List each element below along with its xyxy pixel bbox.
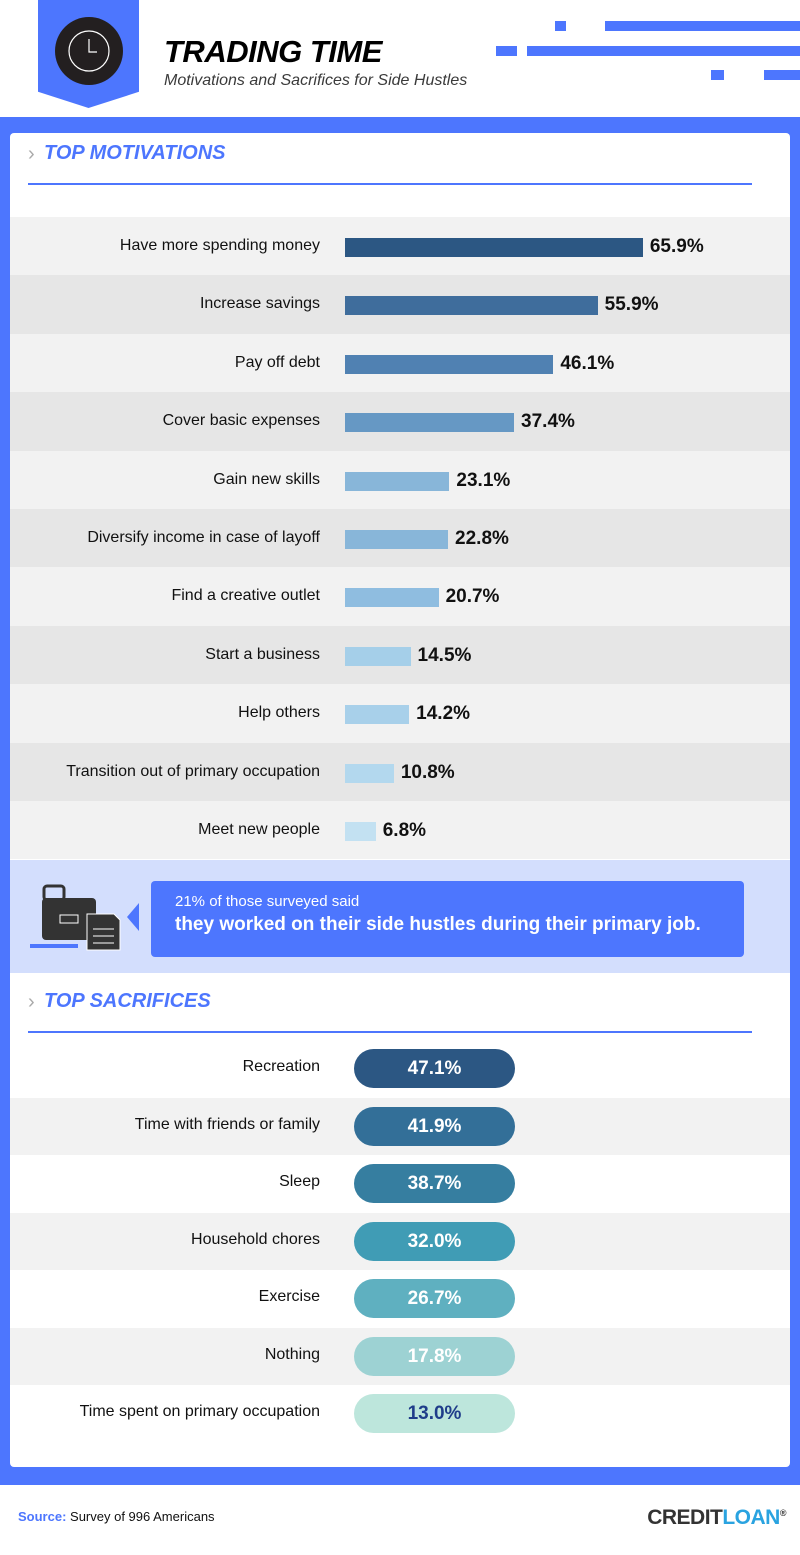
value-label: 46.1% <box>560 352 615 374</box>
value-pill: 38.7% <box>354 1164 515 1203</box>
sacrifice-row: Time spent on primary occupation 13.0% <box>10 1385 790 1443</box>
category-label: Diversify income in case of layoff <box>87 529 320 546</box>
category-label: Sleep <box>279 1173 320 1190</box>
motivation-row: Gain new skills 23.1% <box>10 450 790 509</box>
value-label: 14.2% <box>416 703 471 725</box>
section-title: TOP SACRIFICES <box>44 990 211 1012</box>
clock-icon <box>55 17 123 85</box>
briefcase-icon <box>30 884 121 951</box>
source-label: Source: <box>18 1509 67 1524</box>
value-label: 6.8% <box>382 820 427 841</box>
motivation-row: Transition out of primary occupation 10.… <box>10 742 790 801</box>
category-label: Exercise <box>258 1288 320 1305</box>
category-label: Gain new skills <box>213 470 320 488</box>
page-title: TRADING TIME <box>164 34 382 69</box>
decor-bar <box>605 21 800 31</box>
category-label: Time with friends or family <box>134 1115 320 1133</box>
chevron-right-icon: › <box>28 143 35 165</box>
bar <box>345 238 643 257</box>
category-label: Time spent on primary occupation <box>79 1403 320 1420</box>
category-label: Cover basic expenses <box>162 412 320 430</box>
motivation-row: Help others 14.2% <box>10 684 790 743</box>
value-pill: 41.9% <box>354 1106 515 1146</box>
sacrifice-row: Time with friends or family 41.9% <box>10 1097 790 1155</box>
sacrifice-row: Sleep 38.7% <box>10 1155 790 1213</box>
bar <box>345 646 411 666</box>
category-label: Transition out of primary occupation <box>66 762 320 780</box>
category-label: Recreation <box>242 1058 320 1075</box>
callout-line-2: they worked on their side hustles during… <box>175 914 701 935</box>
decor-bar <box>555 21 566 31</box>
bar <box>345 354 554 374</box>
category-label: Nothing <box>264 1345 320 1363</box>
category-label: Pay off debt <box>234 353 320 371</box>
value-label: 55.9% <box>604 294 659 316</box>
value-label: 20.7% <box>445 586 500 608</box>
bar <box>345 822 376 841</box>
category-label: Start a business <box>205 645 320 663</box>
callout-line-1: 21% of those surveyed said <box>175 893 360 910</box>
motivation-row: Cover basic expenses 37.4% <box>10 392 790 451</box>
callout-bubble: 21% of those surveyed said they worked o… <box>127 881 744 957</box>
value-label: 23.1% <box>456 469 511 491</box>
motivation-row: Meet new people 6.8% <box>10 801 790 860</box>
category-label: Find a creative outlet <box>171 587 320 605</box>
motivation-row: Increase savings 55.9% <box>10 275 790 334</box>
sacrifice-row: Nothing 17.8% <box>10 1327 790 1385</box>
bar <box>345 413 515 433</box>
source-note: Source: Survey of 996 Americans <box>18 1509 215 1524</box>
value-pill: 32.0% <box>354 1221 515 1261</box>
motivation-row: Diversify income in case of layoff 22.8% <box>10 509 790 568</box>
bar <box>345 296 598 316</box>
decor-bar <box>764 70 800 80</box>
sacrifice-row: Recreation 47.1% <box>10 1040 790 1098</box>
page-subtitle: Motivations and Sacrifices for Side Hust… <box>164 72 468 89</box>
category-label: Meet new people <box>198 821 320 838</box>
value-label: 22.8% <box>455 528 509 549</box>
bar <box>345 471 450 491</box>
value-pill: 47.1% <box>354 1049 515 1088</box>
motivation-row: Find a creative outlet 20.7% <box>10 567 790 626</box>
sacrifice-row: Exercise 26.7% <box>10 1270 790 1328</box>
category-label: Have more spending money <box>119 237 320 254</box>
section-header-sacrifices: › TOP SACRIFICES <box>28 981 752 1033</box>
motivation-row: Start a business 14.5% <box>10 625 790 685</box>
bar <box>345 588 439 608</box>
category-label: Increase savings <box>199 295 320 313</box>
bar <box>345 530 449 549</box>
source-text: Survey of 996 Americans <box>70 1509 215 1524</box>
sacrifice-row: Household chores 32.0% <box>10 1212 790 1270</box>
creditloan-logo: CREDITLOAN® <box>647 1506 786 1529</box>
bar <box>345 763 394 783</box>
bar <box>345 705 410 725</box>
value-label: 65.9% <box>649 236 704 257</box>
category-label: Help others <box>238 704 320 722</box>
decor-bar <box>711 70 724 80</box>
section-header-motivations: › TOP MOTIVATIONS <box>28 133 752 185</box>
value-label: 10.8% <box>400 761 455 783</box>
value-pill: 26.7% <box>354 1279 515 1318</box>
chevron-right-icon: › <box>28 991 35 1013</box>
category-label: Household chores <box>191 1230 320 1248</box>
decor-bar <box>496 46 517 56</box>
section-title: TOP MOTIVATIONS <box>44 142 226 164</box>
value-pill: 17.8% <box>354 1336 515 1376</box>
value-label: 14.5% <box>417 644 472 666</box>
value-label: 37.4% <box>521 411 575 433</box>
value-pill: 13.0% <box>354 1394 515 1433</box>
motivation-row: Pay off debt 46.1% <box>10 333 790 393</box>
motivation-row: Have more spending money 65.9% <box>10 217 790 276</box>
decor-bar <box>527 46 800 56</box>
